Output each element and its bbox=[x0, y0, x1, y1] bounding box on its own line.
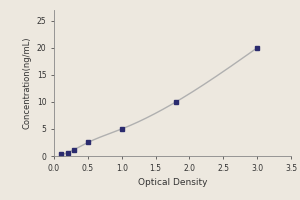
X-axis label: Optical Density: Optical Density bbox=[138, 178, 207, 187]
Y-axis label: Concentration(ng/mL): Concentration(ng/mL) bbox=[22, 37, 31, 129]
